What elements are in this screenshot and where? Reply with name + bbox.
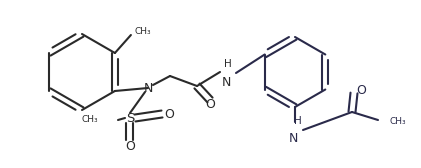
Text: H: H [224,59,232,69]
Text: N: N [221,76,231,89]
Text: CH₃: CH₃ [81,116,98,124]
Text: CH₃: CH₃ [135,27,152,35]
Text: O: O [125,140,135,154]
Text: S: S [126,112,134,124]
Text: O: O [205,98,215,112]
Text: H: H [294,116,302,126]
Text: O: O [356,83,366,96]
Text: O: O [164,108,174,120]
Text: CH₃: CH₃ [390,116,407,125]
Text: N: N [143,81,153,94]
Text: N: N [288,132,298,145]
